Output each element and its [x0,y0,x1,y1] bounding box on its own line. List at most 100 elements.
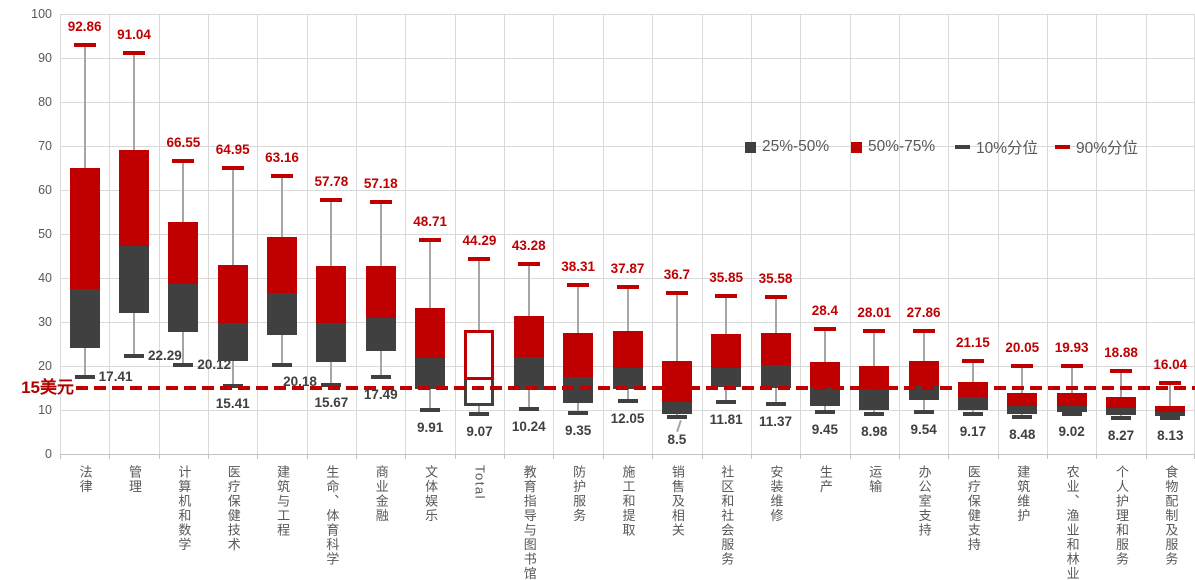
x-axis-tick-mark [208,454,210,459]
p10-value-label: 9.17 [959,423,987,439]
p90-value-label: 91.04 [117,27,151,43]
p90-whisker-cap [1011,363,1034,368]
category-label: 运输 [867,465,883,494]
p10-value-label: 20.18 [283,374,317,390]
box-25-50 [464,380,495,406]
y-axis-tick-label: 60 [38,183,52,197]
legend-item: 90%分位 [1055,139,1139,157]
box-50-75 [316,266,347,324]
p10-value-label: 17.49 [363,387,398,403]
v-gridline [553,14,555,454]
p90-value-label: 36.7 [663,266,690,282]
p10-whisker-cap [568,410,589,415]
legend-label: 90%分位 [1076,140,1139,157]
p90-whisker-cap [813,327,836,332]
x-axis-tick-mark [997,454,999,459]
p10-whisker-cap [272,363,293,368]
p90-value-label: 92.86 [67,19,102,35]
y-axis-tick-label: 100 [31,7,52,21]
v-gridline [997,14,999,454]
legend-box-marker [745,141,756,153]
legend-dash-marker [1055,145,1070,149]
p90-value-label: 38.31 [561,259,596,275]
y-axis-tick-label: 40 [38,271,52,285]
whisker-stem-upper [577,285,580,333]
x-axis-tick-mark [504,454,506,459]
box-25-50 [69,289,100,348]
box-25-50 [1007,406,1038,414]
h-gridline [60,233,1195,235]
x-axis-tick-mark [405,454,407,459]
box-50-75 [69,168,100,289]
category-label: Total [472,465,488,500]
p90-value-label: 57.78 [314,173,349,189]
v-gridline [1046,14,1048,454]
box-25-50 [1105,408,1136,416]
box-50-75 [217,264,248,323]
x-axis-tick-mark [454,454,456,459]
x-axis-tick-mark [800,454,802,459]
p90-whisker-cap [1060,364,1083,369]
v-gridline [849,14,851,454]
label-leader-line [676,419,682,432]
whisker-stem-lower [429,388,432,411]
p10-value-label: 8.98 [861,424,888,440]
legend-item: 25%-50% [745,138,829,155]
legend-label: 10%分位 [976,140,1039,157]
p10-whisker-cap [864,412,885,417]
whisker-stem-upper [873,330,876,366]
y-axis-tick-label: 0 [45,447,52,461]
p10-value-label: 15.41 [215,396,250,412]
p10-whisker-cap [716,400,737,405]
h-gridline [60,57,1195,59]
x-axis-tick-mark [257,454,259,459]
x-axis-tick-mark [750,454,752,459]
legend-dash-marker [955,145,970,149]
p90-whisker-cap [73,43,96,48]
whisker-stem-upper [1070,366,1073,393]
box-50-75 [168,222,199,285]
box-25-50 [1155,412,1186,417]
v-gridline [602,14,604,454]
p90-value-label: 20.05 [1005,339,1040,355]
box-25-50 [859,389,890,410]
box-25-50 [267,292,298,336]
p90-value-label: 18.88 [1104,344,1138,360]
p90-value-label: 64.95 [215,142,250,158]
p10-value-label: 9.07 [466,424,493,440]
v-gridline [898,14,900,454]
p10-whisker-cap [1110,415,1131,420]
box-25-50 [760,365,791,389]
p10-value-label: 12.05 [610,410,645,426]
p90-whisker-cap [369,200,392,205]
p90-whisker-cap [1159,381,1182,386]
box-50-75 [267,237,298,293]
category-label: 文体娱乐 [423,465,439,523]
category-label: 个人护理和服务 [1113,465,1129,567]
y-axis-tick-label: 30 [38,315,52,329]
whisker-stem-upper [182,161,185,223]
whisker-stem-upper [1119,370,1122,397]
v-gridline [208,14,210,454]
legend-item: 10%分位 [955,139,1039,157]
p10-whisker-cap [173,363,194,368]
p10-value-label: 15.67 [314,395,349,411]
category-label: 防护服务 [571,465,587,523]
p90-whisker-cap [764,295,787,300]
category-label: 建筑维护 [1015,465,1031,523]
category-label: 生产 [817,465,833,494]
box-25-50 [612,367,643,390]
v-gridline [652,14,654,454]
box-50-75 [711,333,742,369]
p10-whisker-cap [74,375,95,380]
p90-whisker-cap [715,294,738,299]
p90-value-label: 44.29 [462,233,497,249]
p90-value-label: 35.58 [758,271,793,287]
category-label: 商业金融 [373,465,389,523]
x-axis-tick-mark [898,454,900,459]
whisker-stem-upper [675,292,678,362]
p10-value-label: 22.29 [148,347,182,363]
y-axis-tick-label: 90 [38,51,52,65]
p10-whisker-cap [765,401,786,406]
p10-whisker-cap [1012,414,1033,419]
